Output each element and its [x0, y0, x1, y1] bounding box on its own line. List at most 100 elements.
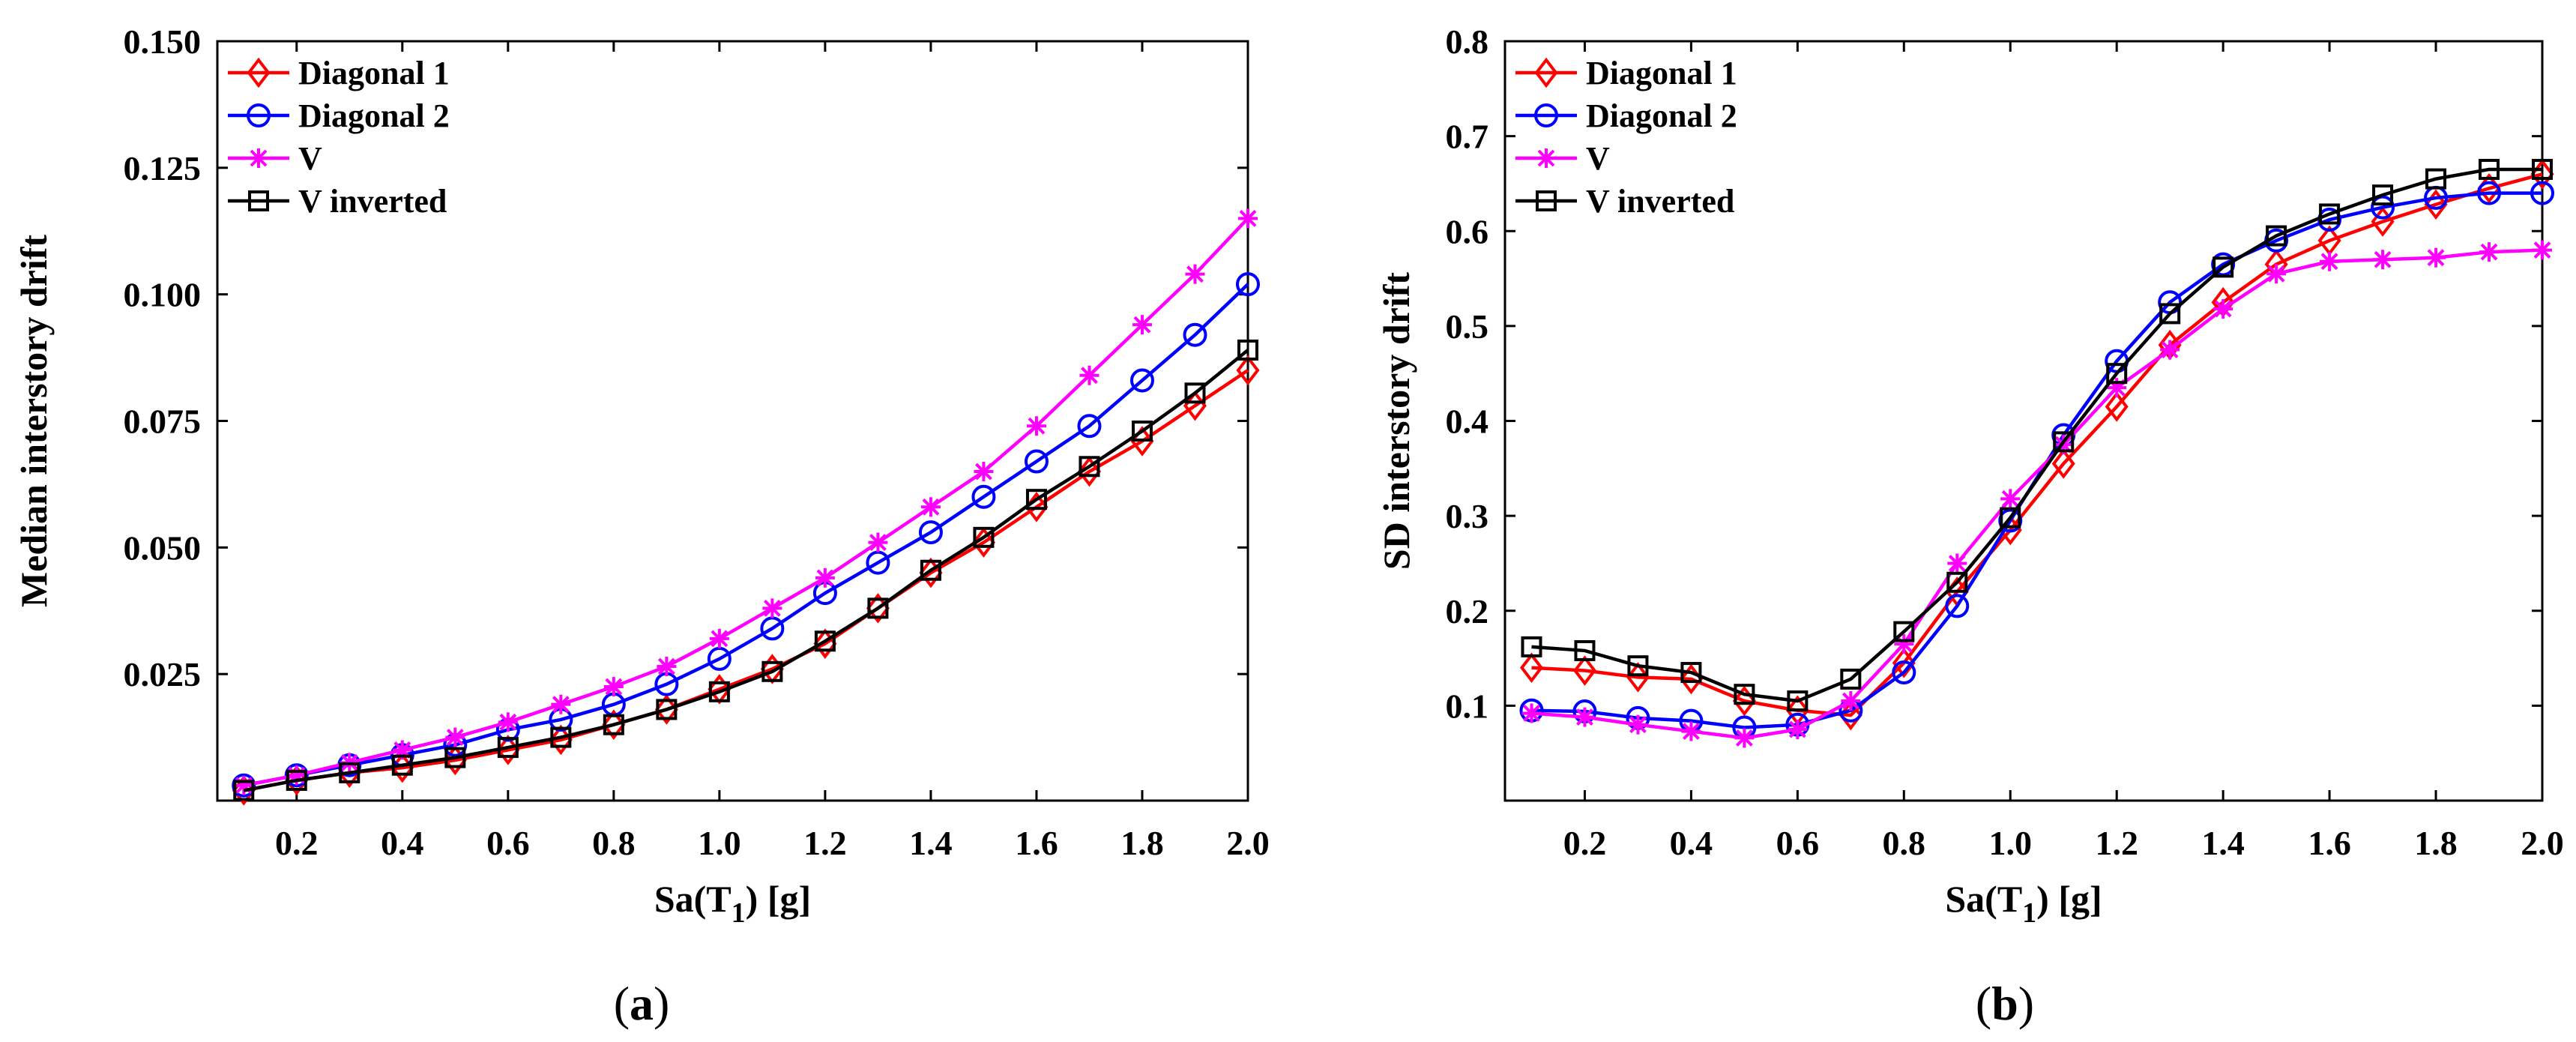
data-point-v-inverted	[1946, 571, 1968, 593]
legend: Diagonal 1 Diagonal 2 V V inverted	[228, 55, 450, 220]
data-point-diagonal-1	[971, 527, 995, 558]
x-tick-label: 1.6	[2308, 824, 2351, 862]
data-point-diagonal-2	[1534, 103, 1558, 127]
data-point-v	[498, 712, 518, 732]
y-tick-label: 0.4	[1446, 403, 1489, 441]
data-point-v	[1079, 365, 1100, 385]
legend-label: V	[298, 140, 322, 177]
chart-panel-b: 0.2 0.4 0.6 0.8 1.0 1.2 1.4 1.6 1.8 2.0 0.1 0.2 0.3 0…	[1375, 22, 2564, 1030]
data-point-v	[1521, 703, 1542, 723]
data-point-diagonal-2	[971, 484, 996, 509]
x-tick-label: 1.8	[1120, 824, 1164, 862]
data-point-v-inverted	[1627, 655, 1649, 677]
data-point-v	[445, 727, 465, 747]
data-point-v-inverted	[973, 526, 995, 548]
data-point-v	[2213, 299, 2233, 319]
data-point-diagonal-2	[247, 103, 271, 127]
data-point-v-inverted	[920, 559, 941, 581]
data-point-v-inverted	[2212, 256, 2234, 278]
data-point-v-inverted	[1680, 662, 1702, 684]
data-point-v-inverted	[248, 190, 269, 211]
data-point-diagonal-1	[1892, 648, 1916, 678]
data-point-v-inverted	[339, 762, 361, 783]
y-tick-label: 0.050	[124, 528, 202, 567]
data-point-v-inverted	[2106, 363, 2128, 385]
data-point-v	[1575, 707, 1595, 727]
data-point-v-inverted	[2319, 203, 2341, 225]
legend-item: Diagonal 1	[1515, 55, 1737, 91]
y-axis-title: SD interstory drift	[1375, 272, 1417, 570]
x-axis-title: Sa(T1) [g]	[1945, 878, 2102, 929]
legend-label: Diagonal 1	[298, 55, 450, 91]
data-point-v-inverted	[2159, 303, 2181, 325]
data-point-v-inverted	[550, 726, 572, 748]
data-point-diagonal-1	[1534, 57, 1558, 88]
data-point-v-inverted	[1536, 190, 1557, 211]
x-tick-label: 0.8	[592, 824, 636, 862]
data-point-diagonal-1	[813, 628, 837, 659]
y-tick-label: 0.125	[124, 149, 202, 187]
legend-item: V	[228, 140, 322, 177]
y-tick-label: 0.150	[124, 22, 202, 61]
data-point-diagonal-2	[1892, 660, 1916, 685]
data-point-diagonal-2	[918, 520, 943, 545]
data-point-v	[2426, 247, 2446, 268]
legend-item: V inverted	[1515, 183, 1734, 220]
data-point-v	[1628, 714, 1648, 735]
data-point-v-inverted	[2053, 431, 2075, 453]
x-tick-label: 2.0	[2521, 824, 2564, 862]
y-tick-label: 0.3	[1446, 497, 1489, 535]
data-point-diagonal-1	[1236, 355, 1260, 386]
x-tick-label: 0.4	[381, 824, 424, 862]
data-point-v-inverted	[391, 754, 413, 776]
data-point-diagonal-1	[919, 557, 943, 588]
data-point-v-inverted	[761, 660, 783, 682]
data-point-v	[2320, 251, 2340, 271]
data-point-diagonal-2	[2477, 181, 2502, 205]
legend-label: V inverted	[1586, 183, 1734, 220]
data-point-v-inverted	[2425, 168, 2447, 190]
data-point-diagonal-1	[247, 57, 271, 88]
data-point-v-inverted	[497, 737, 519, 759]
y-tick-label: 0.7	[1446, 118, 1489, 156]
x-tick-label: 0.8	[1883, 824, 1926, 862]
data-point-v-inverted	[1574, 639, 1596, 661]
data-point-v-inverted	[233, 780, 255, 801]
data-point-v-inverted	[1734, 684, 1755, 705]
legend-label: Diagonal 2	[298, 97, 450, 134]
data-point-diagonal-1	[602, 709, 626, 740]
data-point-v-inverted	[2000, 507, 2021, 528]
data-point-diagonal-2	[1945, 594, 1970, 618]
chart-panel-a: 0.2 0.4 0.6 0.8 1.0 1.2 1.4 1.6 1.8 2.0 0.025 0.050…	[13, 22, 1270, 1030]
data-point-v-inverted	[814, 630, 836, 652]
data-point-v-inverted	[1079, 456, 1100, 478]
data-point-v	[709, 628, 729, 648]
data-point-diagonal-2	[1024, 449, 1049, 474]
data-point-diagonal-2	[866, 550, 890, 575]
data-point-v	[2000, 489, 2021, 509]
data-point-v	[974, 462, 994, 482]
data-point-v	[1185, 264, 1205, 284]
data-point-v	[2533, 240, 2552, 260]
legend-item: Diagonal 2	[228, 97, 450, 134]
panel-label: (b)	[1976, 977, 2034, 1030]
data-point-v-inverted	[603, 714, 624, 735]
data-point-v	[234, 775, 254, 795]
data-point-v	[1238, 208, 1258, 229]
data-point-v-inverted	[656, 699, 678, 720]
x-tick-label: 0.6	[486, 824, 530, 862]
data-point-v	[249, 148, 268, 168]
data-point-v	[815, 567, 835, 588]
data-point-v	[2479, 242, 2500, 262]
data-point-v-inverted	[1521, 636, 1542, 657]
data-point-v-inverted	[867, 597, 889, 619]
data-point-diagonal-1	[2051, 448, 2075, 479]
data-point-diagonal-2	[2371, 195, 2395, 220]
y-tick-label: 0.1	[1446, 687, 1489, 725]
data-point-v-inverted	[444, 747, 466, 768]
data-point-v	[1734, 728, 1755, 748]
data-point-diagonal-1	[1077, 456, 1101, 487]
data-point-v-inverted	[1237, 339, 1258, 361]
data-point-v-inverted	[1840, 668, 1862, 690]
